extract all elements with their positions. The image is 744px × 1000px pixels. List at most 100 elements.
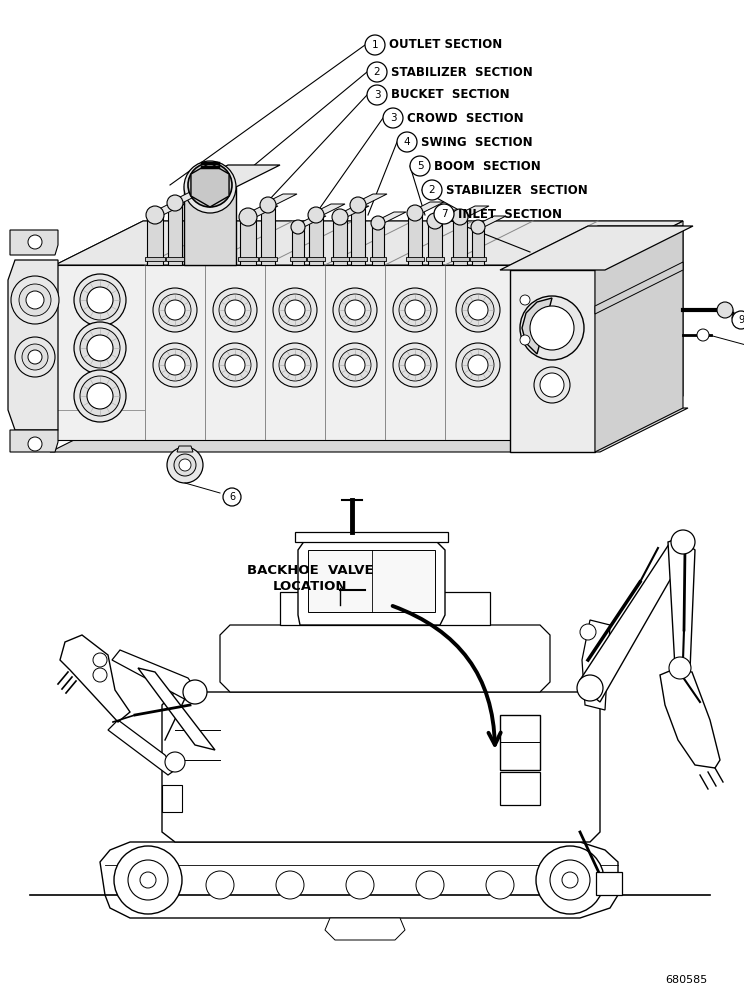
- Circle shape: [339, 294, 371, 326]
- Circle shape: [285, 300, 305, 320]
- Text: 3: 3: [390, 113, 397, 123]
- Circle shape: [671, 530, 695, 554]
- Polygon shape: [240, 217, 256, 265]
- Polygon shape: [453, 217, 467, 265]
- Polygon shape: [10, 430, 58, 452]
- Polygon shape: [408, 202, 444, 213]
- Text: CROWD  SECTION: CROWD SECTION: [407, 111, 524, 124]
- Circle shape: [159, 294, 191, 326]
- Circle shape: [276, 871, 304, 899]
- Polygon shape: [470, 257, 486, 261]
- Circle shape: [520, 295, 530, 305]
- Polygon shape: [168, 203, 182, 265]
- Circle shape: [333, 288, 377, 332]
- Circle shape: [345, 355, 365, 375]
- Polygon shape: [168, 192, 204, 203]
- Text: INLET  SECTION: INLET SECTION: [458, 208, 562, 221]
- Circle shape: [462, 349, 494, 381]
- Circle shape: [456, 343, 500, 387]
- Polygon shape: [596, 872, 622, 895]
- Circle shape: [213, 343, 257, 387]
- Text: 2: 2: [429, 185, 435, 195]
- Polygon shape: [290, 257, 306, 261]
- Circle shape: [80, 376, 120, 416]
- Polygon shape: [582, 620, 610, 710]
- Circle shape: [188, 163, 232, 207]
- Circle shape: [206, 871, 234, 899]
- Text: LOCATION: LOCATION: [273, 580, 347, 592]
- Circle shape: [486, 871, 514, 899]
- Circle shape: [520, 335, 530, 345]
- Text: SWING  SECTION: SWING SECTION: [421, 135, 533, 148]
- Circle shape: [213, 288, 257, 332]
- Circle shape: [159, 349, 191, 381]
- Circle shape: [367, 85, 387, 105]
- Circle shape: [74, 370, 126, 422]
- Circle shape: [456, 288, 500, 332]
- Circle shape: [383, 108, 403, 128]
- Polygon shape: [191, 163, 229, 207]
- Polygon shape: [292, 216, 326, 227]
- Polygon shape: [162, 692, 600, 842]
- Polygon shape: [522, 298, 552, 354]
- Circle shape: [717, 302, 733, 318]
- Polygon shape: [184, 165, 280, 187]
- Polygon shape: [10, 230, 58, 255]
- Text: 1: 1: [372, 40, 378, 50]
- Text: 7: 7: [440, 209, 447, 219]
- Circle shape: [365, 35, 385, 55]
- Circle shape: [468, 355, 488, 375]
- Circle shape: [350, 197, 366, 213]
- Polygon shape: [428, 210, 464, 221]
- Polygon shape: [406, 257, 424, 261]
- Polygon shape: [166, 257, 184, 261]
- Circle shape: [93, 668, 107, 682]
- Circle shape: [174, 454, 196, 476]
- Circle shape: [74, 274, 126, 326]
- Circle shape: [339, 349, 371, 381]
- Circle shape: [239, 208, 257, 226]
- Circle shape: [80, 280, 120, 320]
- Circle shape: [87, 335, 113, 361]
- Polygon shape: [351, 194, 387, 205]
- Text: 4: 4: [404, 137, 410, 147]
- Circle shape: [165, 300, 185, 320]
- Polygon shape: [298, 540, 445, 625]
- Polygon shape: [426, 257, 444, 261]
- Circle shape: [28, 235, 42, 249]
- Polygon shape: [261, 194, 297, 205]
- Polygon shape: [307, 257, 325, 261]
- Text: 6: 6: [229, 492, 235, 502]
- Polygon shape: [408, 213, 422, 265]
- Polygon shape: [55, 265, 595, 440]
- Circle shape: [393, 343, 437, 387]
- Polygon shape: [280, 592, 490, 625]
- Circle shape: [530, 306, 574, 350]
- Circle shape: [371, 216, 385, 230]
- Circle shape: [452, 209, 468, 225]
- Polygon shape: [238, 257, 258, 261]
- Circle shape: [405, 300, 425, 320]
- Circle shape: [562, 872, 578, 888]
- Polygon shape: [451, 257, 469, 261]
- Polygon shape: [295, 532, 448, 542]
- Polygon shape: [308, 550, 435, 612]
- Polygon shape: [8, 260, 58, 430]
- Circle shape: [291, 220, 305, 234]
- Circle shape: [333, 343, 377, 387]
- Circle shape: [410, 156, 430, 176]
- Polygon shape: [309, 215, 323, 265]
- Polygon shape: [472, 216, 506, 227]
- Polygon shape: [55, 221, 683, 265]
- Circle shape: [285, 355, 305, 375]
- Polygon shape: [331, 257, 349, 261]
- Polygon shape: [500, 226, 693, 270]
- Polygon shape: [60, 635, 130, 722]
- Polygon shape: [145, 257, 165, 261]
- Polygon shape: [595, 221, 683, 440]
- Circle shape: [422, 180, 442, 200]
- Circle shape: [732, 311, 744, 329]
- Circle shape: [332, 209, 348, 225]
- Circle shape: [184, 161, 236, 213]
- Text: 9: 9: [738, 315, 744, 325]
